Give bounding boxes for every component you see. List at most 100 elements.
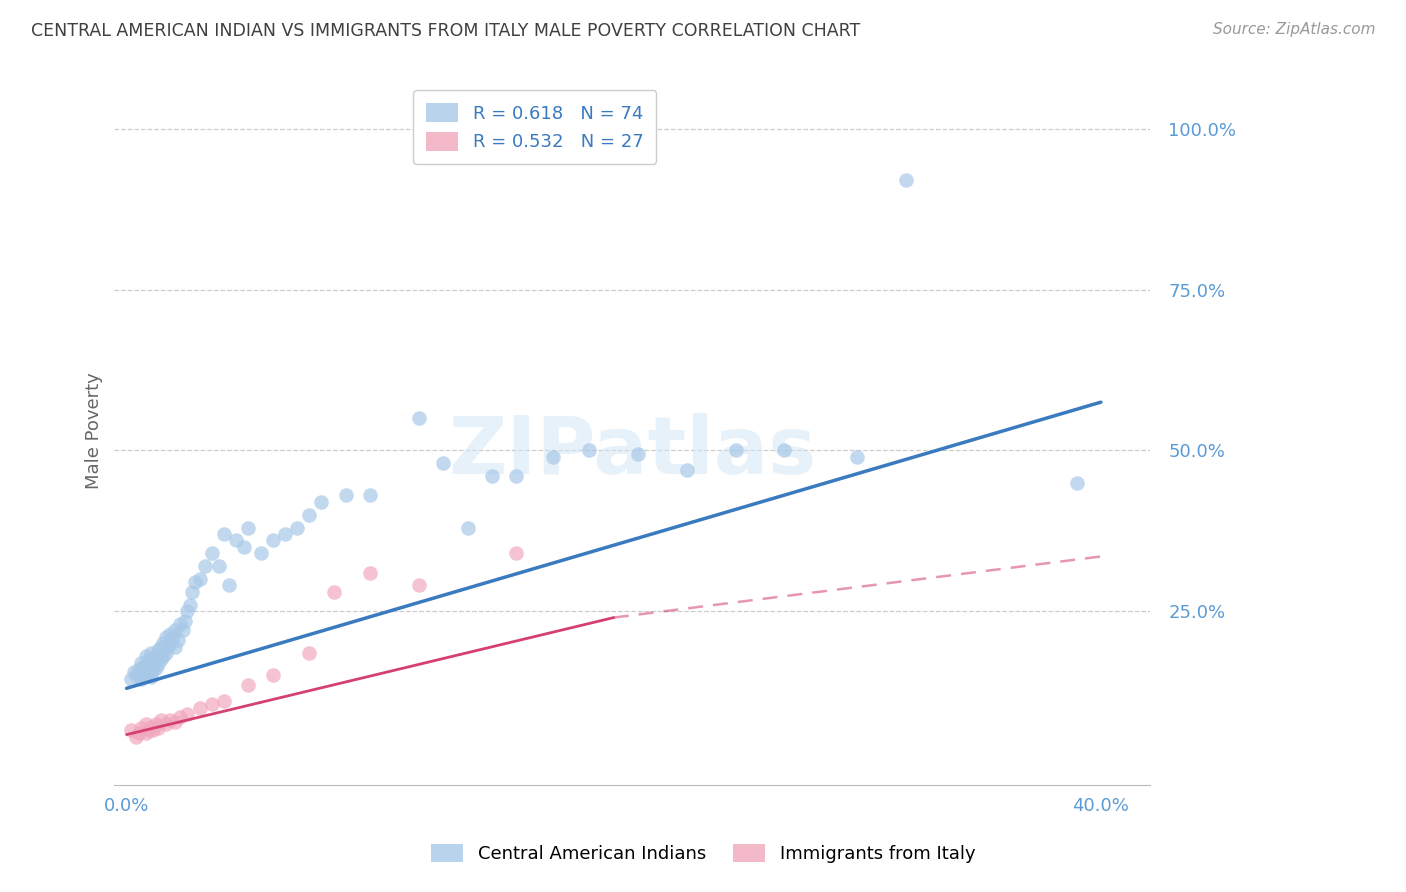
Point bbox=[193, 559, 215, 574]
Point bbox=[152, 636, 174, 650]
Point bbox=[145, 661, 167, 675]
Point bbox=[176, 706, 198, 721]
Point bbox=[139, 720, 162, 734]
Point bbox=[894, 173, 917, 187]
Point bbox=[176, 604, 198, 618]
Point bbox=[155, 630, 177, 644]
Y-axis label: Male Poverty: Male Poverty bbox=[86, 373, 103, 490]
Point bbox=[181, 585, 204, 599]
Point bbox=[121, 672, 143, 686]
Point bbox=[155, 646, 177, 660]
Point bbox=[1066, 475, 1088, 490]
Point bbox=[481, 469, 503, 483]
Point bbox=[208, 559, 231, 574]
Point bbox=[148, 642, 170, 657]
Point bbox=[773, 443, 796, 458]
Point bbox=[159, 626, 181, 640]
Point bbox=[249, 546, 271, 560]
Point bbox=[212, 694, 235, 708]
Point bbox=[129, 656, 152, 670]
Point bbox=[212, 527, 235, 541]
Point bbox=[311, 495, 333, 509]
Point bbox=[335, 488, 357, 502]
Point bbox=[166, 633, 188, 648]
Text: CENTRAL AMERICAN INDIAN VS IMMIGRANTS FROM ITALY MALE POVERTY CORRELATION CHART: CENTRAL AMERICAN INDIAN VS IMMIGRANTS FR… bbox=[31, 22, 860, 40]
Point bbox=[188, 700, 211, 714]
Point bbox=[139, 670, 162, 684]
Point bbox=[135, 649, 157, 664]
Point bbox=[298, 646, 321, 660]
Point bbox=[165, 624, 187, 638]
Point bbox=[165, 714, 187, 729]
Text: ZIPatlas: ZIPatlas bbox=[449, 413, 815, 491]
Point bbox=[238, 678, 260, 692]
Point bbox=[142, 723, 165, 737]
Point bbox=[169, 617, 191, 632]
Point bbox=[138, 723, 160, 737]
Point bbox=[298, 508, 321, 522]
Text: Source: ZipAtlas.com: Source: ZipAtlas.com bbox=[1212, 22, 1375, 37]
Point bbox=[505, 546, 527, 560]
Point bbox=[129, 721, 152, 735]
Legend: R = 0.618   N = 74, R = 0.532   N = 27: R = 0.618 N = 74, R = 0.532 N = 27 bbox=[413, 90, 657, 164]
Point bbox=[724, 443, 747, 458]
Point bbox=[122, 665, 145, 680]
Point bbox=[675, 463, 697, 477]
Point bbox=[432, 456, 454, 470]
Point bbox=[152, 649, 174, 664]
Point bbox=[201, 698, 224, 712]
Point bbox=[159, 714, 181, 728]
Point bbox=[149, 714, 172, 728]
Point bbox=[125, 668, 148, 682]
Point bbox=[138, 652, 160, 666]
Point bbox=[232, 540, 254, 554]
Point bbox=[128, 662, 150, 676]
Point bbox=[174, 614, 197, 628]
Point bbox=[238, 520, 260, 534]
Point bbox=[627, 447, 650, 461]
Point bbox=[162, 630, 184, 644]
Point bbox=[139, 656, 162, 670]
Point bbox=[138, 665, 160, 680]
Point bbox=[578, 443, 600, 458]
Point bbox=[846, 450, 869, 464]
Point bbox=[225, 533, 247, 548]
Point bbox=[262, 533, 284, 548]
Point bbox=[139, 661, 162, 675]
Point bbox=[148, 721, 170, 735]
Point bbox=[262, 668, 284, 682]
Point bbox=[274, 527, 297, 541]
Point bbox=[159, 636, 181, 650]
Point bbox=[139, 646, 162, 660]
Point bbox=[165, 640, 187, 654]
Point bbox=[128, 726, 150, 740]
Point bbox=[155, 716, 177, 731]
Point bbox=[408, 411, 430, 425]
Point bbox=[142, 652, 165, 666]
Point bbox=[359, 488, 381, 502]
Point bbox=[541, 450, 564, 464]
Point bbox=[148, 657, 170, 671]
Point bbox=[322, 585, 344, 599]
Point bbox=[457, 520, 479, 534]
Point bbox=[135, 658, 157, 673]
Point bbox=[285, 520, 308, 534]
Point bbox=[359, 566, 381, 580]
Point bbox=[408, 578, 430, 592]
Point bbox=[135, 668, 157, 682]
Point bbox=[145, 649, 167, 664]
Point bbox=[169, 710, 191, 724]
Point bbox=[121, 723, 143, 737]
Point bbox=[129, 672, 152, 686]
Point bbox=[142, 663, 165, 677]
Point bbox=[135, 726, 157, 740]
Point bbox=[172, 624, 194, 638]
Point bbox=[156, 640, 179, 654]
Point bbox=[184, 575, 207, 590]
Legend: Central American Indians, Immigrants from Italy: Central American Indians, Immigrants fro… bbox=[422, 835, 984, 872]
Point bbox=[201, 546, 224, 560]
Point bbox=[132, 670, 155, 684]
Point bbox=[188, 572, 211, 586]
Point bbox=[179, 598, 201, 612]
Point bbox=[505, 469, 527, 483]
